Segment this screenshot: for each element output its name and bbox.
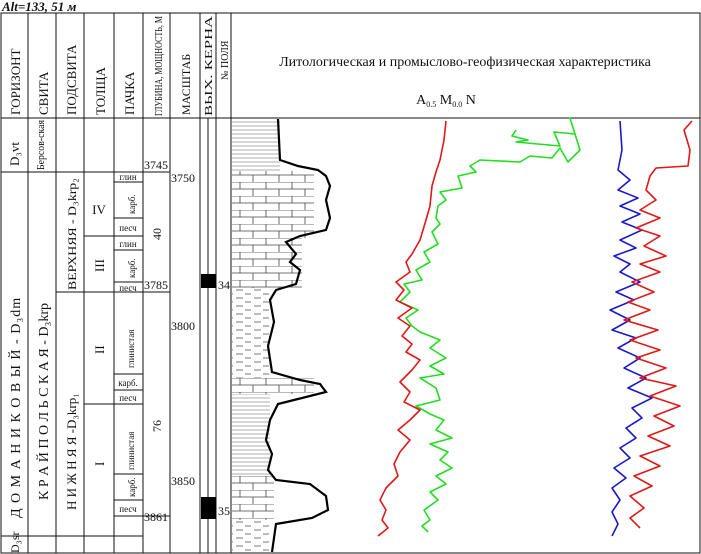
pachka-karb-4: карб. [127,477,137,497]
table-grid [0,12,701,554]
curve-m-sub: 0.0 [452,100,462,109]
core-sample-35 [201,497,216,519]
log-curves [377,117,693,537]
core-number-34: 34 [218,278,230,292]
scale-tick-3800: 3800 [171,319,195,333]
curve-m-label: M [440,93,453,108]
core-sample-34 [201,274,216,288]
tolshcha-iii: III [92,259,107,272]
tolshcha-iv: IV [92,202,106,217]
lithology-column [232,118,332,553]
header-kern: ВЫХ. КЕРНА [204,15,215,116]
thickness-upper: 40 [150,228,164,240]
curve-a-sub: 0.5 [426,100,436,109]
pachka-pesch-3: песч [119,393,137,403]
podsvita-lower: Н И Ж Н Я Я -D₃krp₁ [64,393,79,510]
core-number-35: 35 [218,504,230,518]
header-masshtab: МАСШТАБ [179,54,193,115]
pachka-karb-2: карб. [127,258,137,278]
pachka-glin-4: глинистая [126,432,136,470]
pachka-karb-1: карб. [127,194,137,214]
red-curve-left [377,120,447,537]
blue-curve [609,120,653,537]
curve-n-label: N [466,93,476,108]
green-curve [399,117,581,533]
header-polya: № ПОЛЯ [220,40,231,80]
pachka-glin-3: глинистая [126,330,136,368]
depth-3861: 3861 [144,510,168,524]
pachka-pesch-2: песч [119,283,137,293]
svita-top: Берсов-ская [36,120,47,170]
red-curve-right [623,120,693,529]
altitude-label: Alt=133, 51 м [2,0,77,14]
header-gorizont: ГОРИЗОНТ [8,49,23,115]
tolshcha-ii: II [92,345,107,354]
depth-3745: 3745 [144,158,168,172]
svita-main: К Р А Й П О Л Ь С К А Я - D₃krp [35,303,52,500]
scale-tick-3750: 3750 [171,171,195,185]
scale-tick-3850: 3850 [171,474,195,488]
horizon-main: Д О М А Н И К О В Ы Й - D₃dm [7,297,24,518]
tolshcha-i: I [92,462,107,466]
horizon-top: D₃vt [7,142,22,166]
thickness-lower: 76 [150,420,164,432]
lithology-profile [264,118,332,553]
pachka-glin-1: глин [119,172,137,182]
pachka-pesch-4: песч [119,504,137,514]
description-title: Литологическая и промыслово-геофизическа… [279,55,651,70]
header-podsvita: ПОДСВИТА [64,44,79,115]
header-glubina: ГЛУБИНА, МОЩНОСТЬ, М [153,16,165,116]
depth-3785: 3785 [144,278,168,292]
podsvita-upper: ВЕРХНЯЯ - D₃krp₂ [65,178,79,290]
curves-legend: A0.5 M0.0 N [416,93,476,109]
core-intervals: 34 35 [201,274,230,519]
horizon-bottom: D₃sr [8,531,22,553]
header-tolshcha: ТОЛЩА [93,67,108,115]
pachka-glin-2: глин [119,239,137,249]
curve-a-label: A [416,93,427,108]
pachka-karb-3: карб. [118,378,138,388]
pachka-pesch-1: песч [119,223,137,233]
header-svita: СВИТА [36,71,51,115]
header-pachka: ПАЧКА [122,71,137,115]
